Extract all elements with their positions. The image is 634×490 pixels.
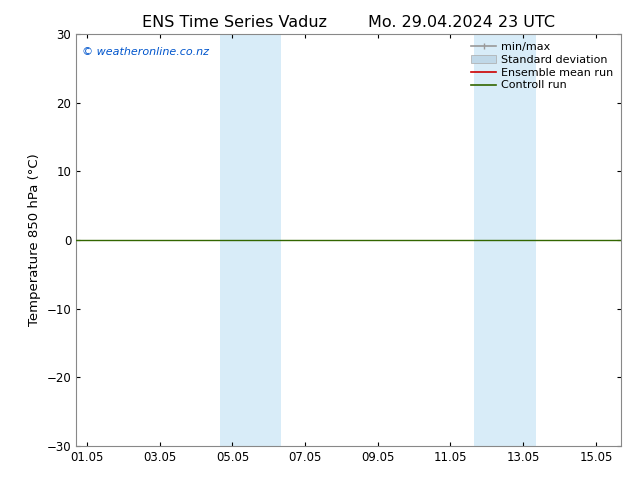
Bar [219,34,281,446]
Y-axis label: Temperature 850 hPa (°C): Temperature 850 hPa (°C) [28,154,41,326]
Text: © weatheronline.co.nz: © weatheronline.co.nz [82,47,209,57]
Legend: min/max, Standard deviation, Ensemble mean run, Controll run: min/max, Standard deviation, Ensemble me… [467,38,618,95]
Text: ENS Time Series Vaduz        Mo. 29.04.2024 23 UTC: ENS Time Series Vaduz Mo. 29.04.2024 23 … [142,15,555,30]
Bar [474,34,536,446]
